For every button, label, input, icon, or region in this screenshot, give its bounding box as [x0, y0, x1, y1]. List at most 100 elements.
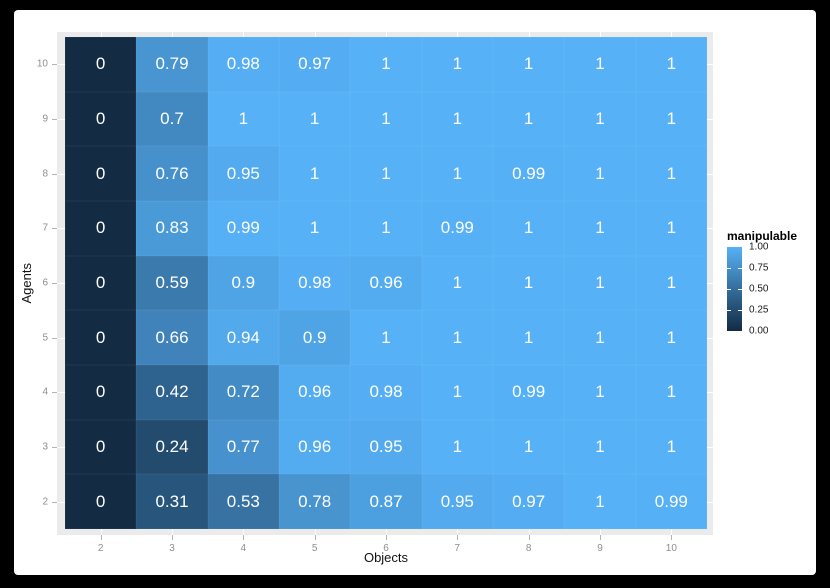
figure-canvas: 0 0.79 0.98 0.97 1 1 1 1 1 0 0.7 1 1 1 1 1 1 1 0 0.76 0.95 1 1… — [14, 10, 816, 575]
heatmap-cell: 1 — [350, 310, 422, 365]
heatmap-cell: 0 — [65, 37, 137, 92]
heatmap-cell: 1 — [279, 146, 351, 201]
x-tick-label: 10 — [665, 543, 677, 554]
y-tick-label: 6 — [42, 277, 48, 289]
heatmap-cell: 0.99 — [207, 201, 279, 256]
heatmap-cell: 0.42 — [136, 365, 208, 420]
heatmap-cell: 1 — [350, 37, 422, 92]
heatmap-cell: 1 — [635, 419, 707, 475]
heatmap-cell: 0.59 — [136, 255, 208, 311]
heatmap-cell: 1 — [207, 91, 279, 147]
legend-tick-mark — [727, 310, 731, 311]
heatmap-cell: 0.98 — [279, 255, 351, 311]
heatmap-cell: 1 — [493, 255, 565, 311]
x-axis-title: Objects — [363, 550, 409, 565]
heatmap-cell: 0.9 — [207, 255, 279, 311]
heatmap-cell: 1 — [350, 91, 422, 147]
legend-tick-label: 0.25 — [749, 304, 769, 316]
legend-tick-mark — [738, 268, 742, 269]
heatmap-cell: 1 — [421, 365, 493, 420]
heatmap-cell: 0.96 — [350, 255, 422, 311]
heatmap-cell: 0.97 — [279, 37, 351, 92]
heatmap-cell: 0.99 — [493, 365, 565, 420]
heatmap-cell: 1 — [421, 419, 493, 475]
x-tick-mark — [314, 535, 316, 540]
heatmap-cell: 1 — [564, 91, 636, 147]
y-tick-mark — [52, 501, 57, 503]
heatmap-cell: 1 — [493, 419, 565, 475]
heatmap-cell: 0.72 — [207, 365, 279, 420]
heatmap-cell: 1 — [421, 37, 493, 92]
heatmap-cell: 1 — [564, 419, 636, 475]
heatmap-cell: 1 — [493, 310, 565, 365]
heatmap-cell: 1 — [564, 201, 636, 256]
heatmap-cell: 1 — [421, 146, 493, 201]
heatmap-cell: 0.96 — [279, 419, 351, 475]
heatmap-cell: 1 — [564, 37, 636, 92]
heatmap-cell: 0 — [65, 201, 137, 256]
heatmap-cell: 1 — [279, 201, 351, 256]
heatmap-cell: 0.7 — [136, 91, 208, 147]
y-tick-label: 4 — [42, 386, 48, 398]
heatmap-cell: 0.95 — [207, 146, 279, 201]
legend-title: manipulable — [727, 229, 798, 243]
heatmap-cell: 1 — [493, 37, 565, 92]
heatmap-cell: 1 — [350, 146, 422, 201]
heatmap-cell: 1 — [279, 91, 351, 147]
heatmap-cell: 1 — [635, 146, 707, 201]
y-tick-mark — [52, 228, 57, 230]
heatmap-cell: 0.98 — [207, 37, 279, 92]
x-tick-label: 9 — [597, 543, 603, 554]
y-axis-title-wrap: Agents — [14, 37, 38, 529]
y-axis: 10 9 8 7 6 5 4 3 2 — [14, 37, 57, 529]
heatmap-cell: 0 — [65, 255, 137, 311]
heatmap-cell: 0.99 — [421, 201, 493, 256]
heatmap-cell: 1 — [635, 201, 707, 256]
x-tick-mark — [100, 535, 102, 540]
y-tick-label: 8 — [42, 168, 48, 180]
heatmap-cell: 0.97 — [493, 474, 565, 529]
legend-tick-mark — [727, 268, 731, 269]
y-tick-label: 2 — [42, 496, 48, 508]
legend-tick-mark — [727, 289, 731, 290]
heatmap-cell: 0.98 — [350, 365, 422, 420]
plot-panel: 0 0.79 0.98 0.97 1 1 1 1 1 0 0.7 1 1 1 1 1 1 1 0 0.76 0.95 1 1… — [57, 32, 713, 535]
heatmap-cell: 0.53 — [207, 474, 279, 529]
y-tick-mark — [52, 173, 57, 175]
x-tick-mark — [243, 535, 245, 540]
x-axis: 2 3 4 5 6 7 8 9 10 — [65, 535, 707, 563]
heatmap-cell: 0.9 — [279, 310, 351, 365]
legend-body: 1.00 0.75 0.50 0.25 0.00 — [727, 242, 816, 347]
heatmap-cell: 0 — [65, 146, 137, 201]
heatmap-cell: 1 — [421, 255, 493, 311]
x-tick-mark — [172, 535, 173, 540]
y-tick-mark — [52, 283, 57, 284]
heatmap-cell: 0.94 — [207, 310, 279, 365]
heatmap-cell: 1 — [635, 365, 707, 420]
heatmap-cell: 1 — [635, 255, 707, 311]
heatmap-cell: 0.24 — [136, 419, 208, 475]
heatmap-cell: 1 — [350, 201, 422, 256]
y-tick-label: 3 — [42, 441, 48, 453]
x-tick-mark — [671, 535, 673, 540]
legend: manipulable 1.00 0.75 0.50 0.25 0.00 — [727, 229, 816, 359]
legend-tick-mark — [738, 289, 742, 290]
heatmap-cell: 0.78 — [279, 474, 351, 529]
heatmap-cell: 1 — [635, 310, 707, 365]
x-tick-label: 2 — [97, 543, 104, 554]
heatmap-cell: 1 — [421, 310, 493, 365]
x-tick-mark — [386, 535, 387, 540]
y-tick-mark — [52, 447, 57, 448]
y-tick-label: 5 — [42, 332, 48, 344]
heatmap-cell: 0 — [65, 365, 137, 420]
x-tick-mark — [600, 535, 601, 540]
heatmap-grid: 0 0.79 0.98 0.97 1 1 1 1 1 0 0.7 1 1 1 1 1 1 1 0 0.76 0.95 1 1… — [65, 37, 707, 529]
heatmap-cell: 0.77 — [207, 419, 279, 475]
heatmap-cell: 0.87 — [350, 474, 422, 529]
heatmap-cell: 0.66 — [136, 310, 208, 365]
heatmap-cell: 1 — [421, 91, 493, 147]
heatmap-cell: 0 — [65, 474, 137, 529]
heatmap-cell: 0.95 — [350, 419, 422, 475]
heatmap-cell: 1 — [564, 146, 636, 201]
